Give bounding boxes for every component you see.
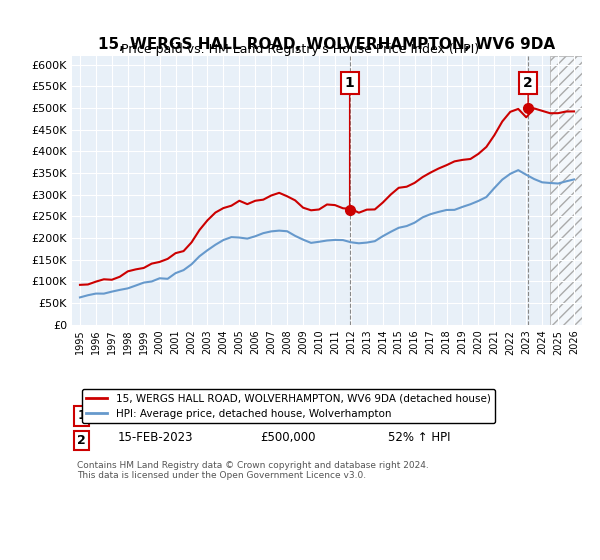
Text: Price paid vs. HM Land Registry's House Price Index (HPI): Price paid vs. HM Land Registry's House … (121, 43, 479, 56)
Text: 1: 1 (77, 409, 86, 422)
Text: Contains HM Land Registry data © Crown copyright and database right 2024.
This d: Contains HM Land Registry data © Crown c… (77, 460, 429, 480)
Text: £500,000: £500,000 (260, 431, 316, 444)
Text: 1: 1 (345, 76, 355, 90)
Legend: 15, WERGS HALL ROAD, WOLVERHAMPTON, WV6 9DA (detached house), HPI: Average price: 15, WERGS HALL ROAD, WOLVERHAMPTON, WV6 … (82, 389, 494, 423)
Text: 09-DEC-2011: 09-DEC-2011 (118, 407, 196, 420)
Text: 15-FEB-2023: 15-FEB-2023 (118, 431, 193, 444)
Text: 44% ↑ HPI: 44% ↑ HPI (388, 407, 451, 420)
Bar (550, 56, 582, 325)
Text: 2: 2 (523, 76, 533, 90)
Text: £265,000: £265,000 (260, 407, 316, 420)
Text: 52% ↑ HPI: 52% ↑ HPI (388, 431, 451, 444)
Text: 2: 2 (77, 433, 86, 447)
Title: 15, WERGS HALL ROAD, WOLVERHAMPTON, WV6 9DA: 15, WERGS HALL ROAD, WOLVERHAMPTON, WV6 … (98, 37, 556, 52)
Bar (550, 56, 582, 325)
